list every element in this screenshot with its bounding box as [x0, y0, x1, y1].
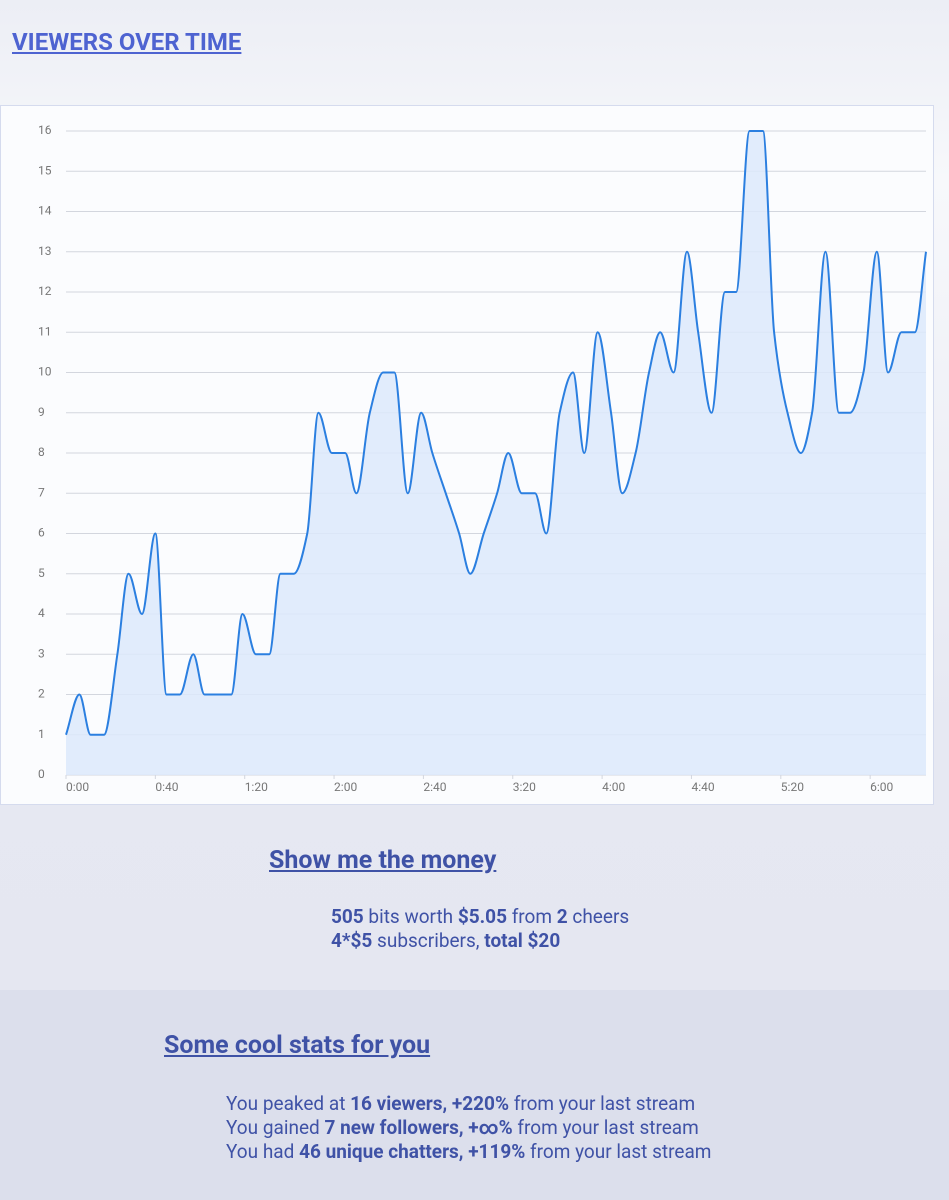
x-tick-label: 4:40 [691, 780, 714, 794]
x-tick-label: 3:20 [513, 780, 536, 794]
x-tick-label: 2:40 [423, 780, 446, 794]
y-tick-label: 4 [38, 606, 45, 620]
x-tick-label: 6:00 [870, 780, 893, 794]
area [66, 131, 926, 775]
text-segment: from your last stream [512, 1116, 699, 1139]
x-tick-label: 0:40 [155, 780, 178, 794]
money-title: Show me the money [269, 846, 497, 875]
x-tick-label: 1:20 [245, 780, 268, 794]
text-segment: 7 new followers, +∞% [324, 1116, 513, 1139]
text-segment: from your last stream [509, 1092, 696, 1115]
stats-title: Some cool stats for you [164, 1031, 431, 1060]
x-tick-label: 5:20 [781, 780, 804, 794]
text-segment: You gained [226, 1116, 325, 1139]
money-lines: 505 bits worth $5.05 from 2 cheers 4*$5 s… [331, 905, 629, 953]
y-tick-label: 3 [38, 646, 45, 660]
text-segment: 4*$5 [331, 929, 373, 952]
text-segment: $5.05 [457, 905, 507, 928]
text-line: 505 bits worth $5.05 from 2 cheers [331, 905, 629, 929]
stats-band [0, 990, 949, 1200]
x-tick-label: 0:00 [66, 780, 89, 794]
y-tick-label: 6 [38, 526, 45, 540]
y-tick-label: 5 [38, 566, 45, 580]
y-tick-label: 14 [38, 204, 52, 218]
text-line: You peaked at 16 viewers, +220% from you… [226, 1092, 711, 1116]
y-tick-label: 9 [38, 405, 45, 419]
y-tick-label: 1 [38, 727, 45, 741]
x-tick-label: 2:00 [334, 780, 357, 794]
text-segment: subscribers, [372, 929, 485, 952]
text-line: 4*$5 subscribers, total $20 [331, 929, 629, 953]
y-tick-label: 16 [38, 123, 52, 137]
text-segment: 2 [556, 905, 568, 928]
text-segment: bits worth [363, 905, 458, 928]
y-tick-label: 13 [38, 244, 52, 258]
text-segment: You had [226, 1140, 300, 1163]
text-segment: 46 unique chatters, +119% [299, 1140, 526, 1163]
text-segment: total $20 [484, 929, 561, 952]
text-segment: from your last stream [525, 1140, 712, 1163]
x-tick-label: 4:00 [602, 780, 625, 794]
text-segment: 16 viewers, +220% [350, 1092, 509, 1115]
text-segment: cheers [567, 905, 630, 928]
text-line: You gained 7 new followers, +∞% from you… [226, 1116, 711, 1140]
text-segment: from [506, 905, 557, 928]
text-line: You had 46 unique chatters, +119% from y… [226, 1140, 711, 1164]
y-tick-label: 7 [38, 485, 45, 499]
y-tick-label: 2 [38, 687, 45, 701]
y-tick-label: 11 [38, 324, 52, 338]
y-tick-label: 10 [38, 365, 52, 379]
stats-lines: You peaked at 16 viewers, +220% from you… [226, 1092, 711, 1164]
text-segment: You peaked at [226, 1092, 351, 1115]
y-tick-label: 0 [38, 767, 45, 781]
y-tick-label: 12 [38, 284, 52, 298]
line [65, 130, 927, 736]
y-tick-label: 8 [38, 445, 45, 459]
page-title: VIEWERS OVER TIME [12, 28, 242, 56]
y-tick-label: 15 [38, 163, 52, 177]
text-segment: 505 [331, 905, 364, 928]
